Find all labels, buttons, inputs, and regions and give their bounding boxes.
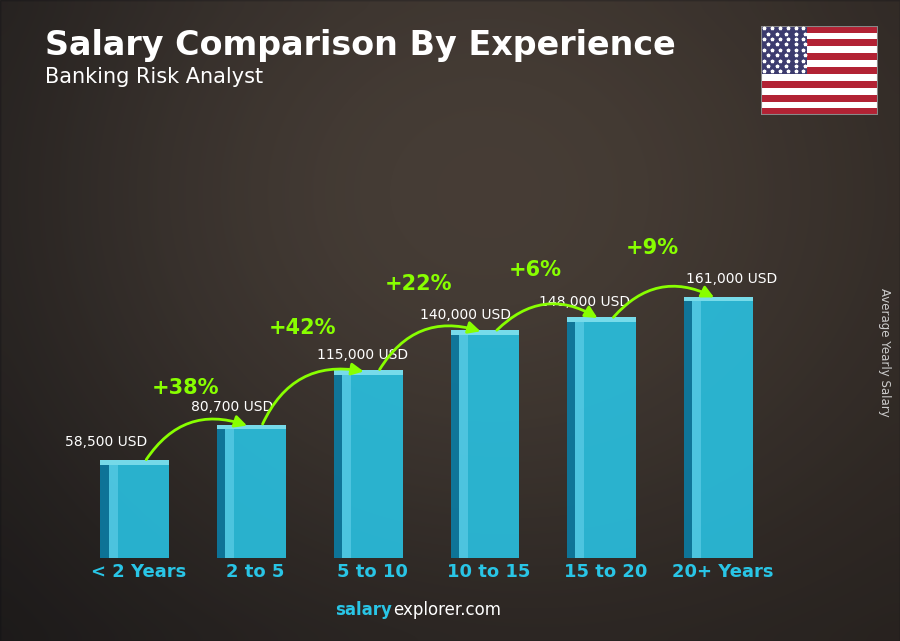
- Polygon shape: [334, 370, 402, 374]
- Text: 115,000 USD: 115,000 USD: [318, 347, 409, 362]
- Text: 58,500 USD: 58,500 USD: [65, 435, 148, 449]
- Bar: [760, 108, 878, 115]
- Text: 161,000 USD: 161,000 USD: [686, 272, 778, 286]
- FancyBboxPatch shape: [575, 322, 584, 558]
- Text: +22%: +22%: [385, 274, 453, 294]
- Polygon shape: [100, 465, 109, 558]
- Bar: [760, 26, 878, 33]
- Bar: [225, 429, 286, 558]
- Text: +42%: +42%: [268, 319, 336, 338]
- Text: +38%: +38%: [152, 378, 220, 398]
- Bar: [760, 53, 878, 60]
- Polygon shape: [334, 374, 342, 558]
- Bar: [760, 81, 878, 88]
- Bar: [760, 88, 878, 95]
- Bar: [760, 46, 878, 53]
- Polygon shape: [567, 322, 575, 558]
- Bar: [575, 322, 636, 558]
- FancyBboxPatch shape: [692, 301, 701, 558]
- Polygon shape: [217, 429, 225, 558]
- Text: explorer.com: explorer.com: [393, 601, 501, 619]
- Bar: [760, 95, 878, 101]
- Bar: [760, 60, 878, 67]
- Bar: [760, 74, 878, 81]
- Text: Average Yearly Salary: Average Yearly Salary: [878, 288, 890, 417]
- FancyBboxPatch shape: [342, 374, 351, 558]
- Polygon shape: [567, 317, 636, 322]
- Bar: [760, 101, 878, 108]
- Text: 80,700 USD: 80,700 USD: [191, 400, 274, 414]
- Polygon shape: [684, 301, 692, 558]
- Polygon shape: [451, 330, 519, 335]
- Text: Salary Comparison By Experience: Salary Comparison By Experience: [45, 29, 676, 62]
- Bar: [760, 26, 807, 74]
- FancyBboxPatch shape: [459, 335, 468, 558]
- Bar: [760, 33, 878, 40]
- Polygon shape: [684, 297, 752, 301]
- Polygon shape: [451, 335, 459, 558]
- Polygon shape: [217, 424, 286, 429]
- FancyBboxPatch shape: [109, 465, 118, 558]
- Bar: [760, 67, 878, 74]
- Text: +9%: +9%: [626, 238, 679, 258]
- Text: +6%: +6%: [509, 260, 562, 281]
- Text: salary: salary: [335, 601, 392, 619]
- Text: 148,000 USD: 148,000 USD: [539, 295, 630, 309]
- Bar: [109, 465, 169, 558]
- Bar: [342, 374, 402, 558]
- Polygon shape: [100, 460, 169, 465]
- Bar: [459, 335, 519, 558]
- Text: Banking Risk Analyst: Banking Risk Analyst: [45, 67, 263, 87]
- Bar: [760, 40, 878, 46]
- Bar: [692, 301, 752, 558]
- FancyBboxPatch shape: [225, 429, 234, 558]
- Text: 140,000 USD: 140,000 USD: [420, 308, 511, 322]
